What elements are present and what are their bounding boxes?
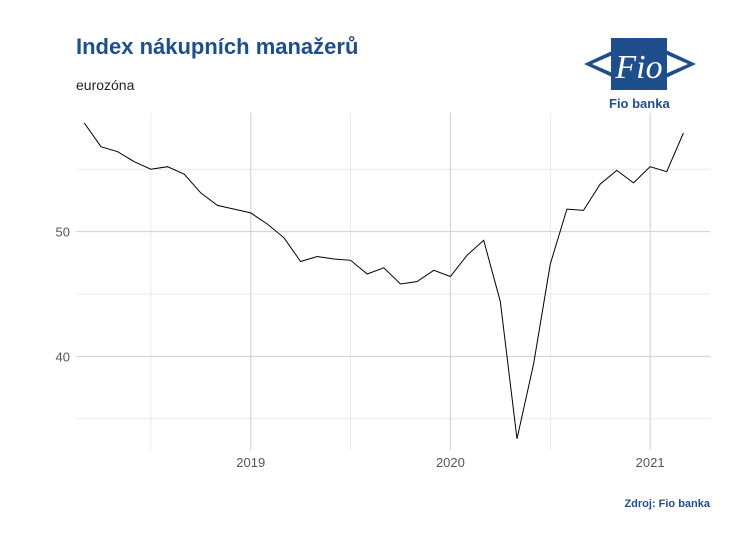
y-tick-label: 50 [56,225,70,240]
x-tick-label: 2019 [236,455,265,470]
x-axis-ticks: 2019 2020 2021 [236,455,664,470]
y-tick-label: 40 [56,349,70,364]
source-note: Zdroj: Fio banka [624,498,710,510]
x-tick-label: 2020 [436,455,465,470]
chart-subtitle: eurozóna [76,77,135,93]
series-line [83,122,684,439]
fio-logo-icon: Fio [584,38,696,90]
chart-grid [76,113,710,450]
x-tick-label: 2021 [636,455,665,470]
logo-name: Fio banka [609,96,670,111]
chart-title: Index nákupních manažerů [76,34,359,59]
svg-text:Fio: Fio [614,49,662,86]
y-axis-ticks: 40 50 [56,225,70,365]
